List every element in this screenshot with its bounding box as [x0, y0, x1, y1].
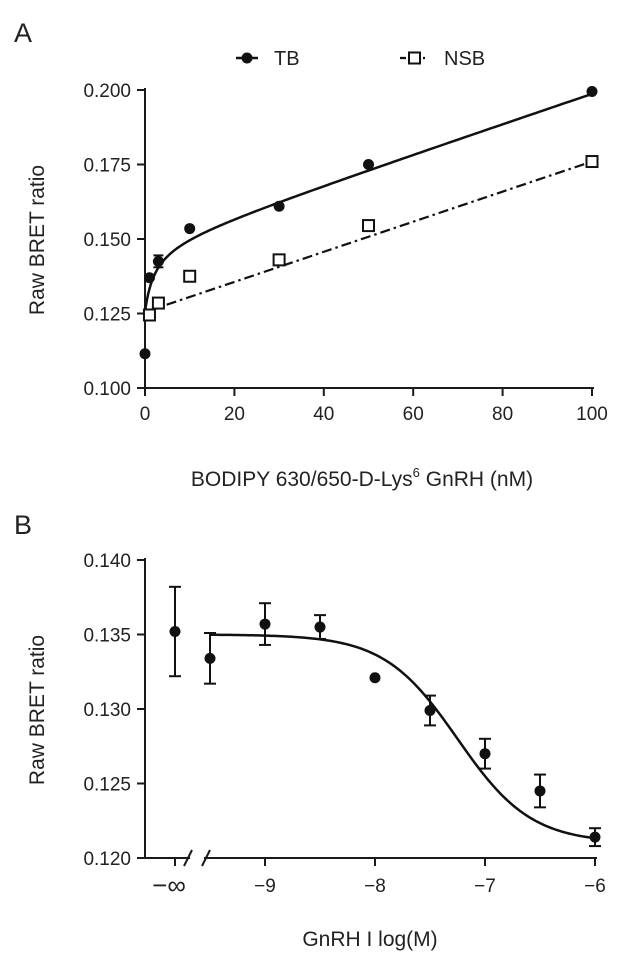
marker [169, 626, 181, 638]
panel-b-axes: 0.120 0.125 0.130 0.135 0.140 −9 −8 −7 −6 −∞ [83, 551, 605, 900]
data-point [589, 827, 601, 848]
nsb-point [585, 155, 599, 169]
panel-b-y-tick-label: 0.120 [83, 849, 131, 870]
panel-b-y-tick-label: 0.125 [83, 775, 131, 796]
panel-b-x-tick-label-infinity: −∞ [152, 870, 186, 900]
tb-point [152, 254, 164, 269]
panel-a-chart: A TB NSB Raw BRET ratio BODIPY 630/650-D-… [14, 18, 608, 491]
marker [369, 672, 381, 684]
panel-b-y-tick-label: 0.130 [83, 700, 131, 721]
panel-b-data-points [169, 585, 601, 848]
panel-a-legend: TB NSB [236, 48, 485, 70]
marker [534, 785, 546, 797]
panel-a-y-tick-label: 0.175 [83, 156, 131, 177]
panel-a-label: A [14, 18, 32, 48]
panel-a-y-tick-label: 0.200 [83, 81, 131, 102]
panel-b-chart: B Raw BRET ratio GnRH I log(M) 0.1200.12… [14, 510, 606, 951]
tb-point [586, 85, 598, 97]
data-point [204, 632, 216, 685]
tb-marker [184, 223, 196, 235]
nsb-point [142, 308, 156, 322]
panel-b-fit-curve [209, 633, 596, 840]
nsb-point [183, 269, 197, 283]
panel-a-x-tick-label: 0 [140, 404, 151, 425]
tb-point [143, 272, 155, 284]
panel-b-x-axis-label: GnRH I log(M) [302, 928, 437, 951]
panel-a-x-tick-label: 80 [492, 404, 513, 425]
legend-nsb-label: NSB [444, 48, 485, 70]
infinity-point [169, 585, 181, 678]
marker [204, 652, 216, 664]
tb-fit-line [143, 92, 593, 313]
tb-marker [273, 200, 285, 212]
tb-point [184, 223, 196, 235]
tb-point [273, 200, 285, 212]
data-point [479, 737, 491, 770]
tb-point [363, 159, 374, 170]
panel-b-x-tick-label: −7 [474, 876, 496, 897]
marker [479, 748, 491, 760]
tb-marker [139, 348, 151, 360]
panel-b-x-tick-label: −8 [364, 876, 386, 897]
legend-tb-marker [241, 52, 253, 64]
axis-break-mark [201, 849, 211, 867]
data-point [314, 614, 326, 640]
panel-a-x-axis-label: BODIPY 630/650-D-Lys6 GnRH (nM) [191, 465, 533, 491]
panel-b-y-tick-label: 0.135 [83, 626, 131, 647]
axis-break-mark [183, 849, 193, 867]
panel-a-x-tick-label: 20 [224, 404, 245, 425]
marker [424, 704, 436, 716]
marker [589, 831, 601, 843]
panel-b-x-tick-label: −9 [254, 876, 276, 897]
nsb-point [362, 219, 375, 233]
panel-b-y-tick-label: 0.140 [83, 551, 131, 572]
dose-response-fit-line [209, 633, 596, 840]
marker [259, 618, 271, 630]
nsb-point [272, 253, 286, 267]
panel-b-label: B [14, 510, 32, 540]
marker [314, 621, 326, 633]
nsb-fit-line [146, 160, 593, 313]
panel-a-y-tick-label: 0.125 [83, 305, 131, 326]
tb-point [139, 348, 151, 360]
panel-a-y-tick-label: 0.100 [83, 379, 131, 400]
panel-a-data-points [139, 85, 599, 360]
nsb-point [151, 296, 165, 310]
data-point [534, 773, 546, 809]
legend-item-nsb: NSB [400, 48, 485, 70]
panel-b-y-axis-label: Raw BRET ratio [26, 635, 49, 785]
legend-item-tb: TB [236, 48, 300, 70]
panel-a-x-tick-label: 60 [403, 404, 424, 425]
legend-tb-label: TB [274, 48, 300, 70]
panel-a-x-tick-label: 40 [313, 404, 334, 425]
data-point [424, 694, 436, 727]
tb-marker [143, 272, 155, 284]
legend-nsb-marker [408, 51, 421, 65]
tb-marker [152, 255, 164, 267]
panel-a-x-tick-label: 100 [576, 404, 608, 425]
panel-a-y-tick-label: 0.150 [83, 230, 131, 251]
panel-a-fit-curves [143, 92, 593, 313]
panel-b-x-tick-label: −6 [584, 876, 606, 897]
panel-a-axes: 0.100 0.125 0.150 0.175 0.200 0 20 40 60 80 100 [83, 81, 607, 425]
tb-marker [363, 159, 374, 170]
data-point [259, 602, 271, 646]
panel-a-y-axis-label: Raw BRET ratio [26, 165, 49, 315]
data-point [369, 672, 381, 684]
tb-marker [586, 85, 598, 97]
